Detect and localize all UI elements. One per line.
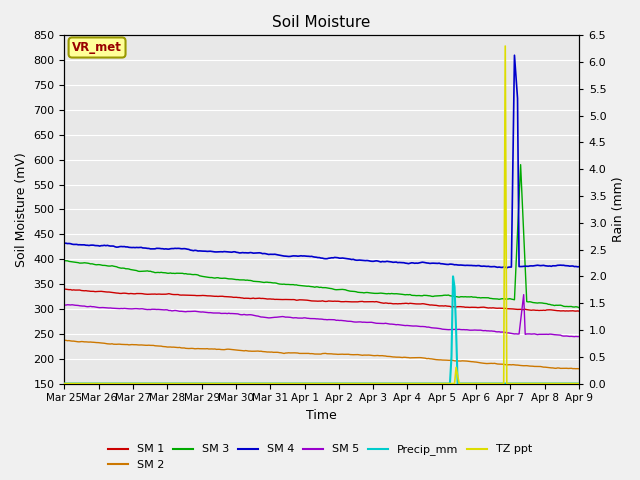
Precip_mm: [349, 381, 357, 386]
SM 3: [575, 305, 583, 311]
Precip_mm: [575, 381, 583, 386]
Legend: SM 1, SM 2, SM 3, SM 4, SM 5, Precip_mm, TZ ppt: SM 1, SM 2, SM 3, SM 4, SM 5, Precip_mm,…: [103, 440, 537, 474]
SM 5: [61, 302, 68, 308]
Precip_mm: [67, 381, 74, 386]
SM 4: [511, 52, 518, 58]
SM 3: [349, 288, 357, 294]
Precip_mm: [174, 381, 182, 386]
Line: SM 5: SM 5: [65, 295, 579, 336]
SM 3: [516, 162, 524, 168]
SM 4: [481, 264, 489, 269]
SM 5: [570, 334, 578, 339]
SM 5: [481, 328, 489, 334]
SM 2: [349, 352, 357, 358]
TZ ppt: [575, 381, 583, 386]
TZ ppt: [61, 381, 68, 386]
SM 5: [488, 328, 495, 334]
Y-axis label: Rain (mm): Rain (mm): [612, 177, 625, 242]
SM 4: [575, 264, 583, 270]
SM 2: [67, 338, 74, 344]
SM 2: [61, 337, 68, 343]
SM 1: [174, 292, 182, 298]
TZ ppt: [501, 43, 509, 49]
SM 5: [214, 310, 222, 316]
Line: SM 1: SM 1: [65, 289, 579, 311]
Precip_mm: [449, 274, 457, 279]
SM 1: [214, 294, 222, 300]
SM 1: [575, 308, 583, 314]
SM 5: [520, 292, 527, 298]
Text: VR_met: VR_met: [72, 41, 122, 54]
SM 2: [488, 360, 495, 366]
SM 4: [61, 240, 68, 246]
Precip_mm: [61, 381, 68, 386]
TZ ppt: [349, 381, 357, 386]
Precip_mm: [483, 381, 491, 386]
SM 1: [61, 286, 68, 292]
Line: SM 2: SM 2: [65, 340, 579, 369]
Line: Precip_mm: Precip_mm: [65, 276, 579, 384]
Line: TZ ppt: TZ ppt: [65, 46, 579, 384]
Precip_mm: [214, 381, 222, 386]
SM 2: [575, 366, 583, 372]
SM 5: [174, 308, 182, 314]
SM 2: [214, 347, 222, 352]
SM 3: [488, 296, 495, 301]
TZ ppt: [481, 381, 489, 386]
SM 3: [214, 275, 222, 281]
SM 3: [481, 295, 489, 300]
SM 4: [503, 265, 511, 271]
SM 5: [575, 334, 583, 339]
Line: SM 3: SM 3: [65, 165, 579, 308]
SM 5: [349, 319, 357, 324]
Precip_mm: [489, 381, 497, 386]
SM 1: [67, 287, 74, 292]
SM 4: [349, 256, 357, 262]
SM 3: [61, 258, 68, 264]
TZ ppt: [67, 381, 74, 386]
SM 5: [67, 302, 74, 308]
SM 1: [349, 299, 357, 305]
TZ ppt: [488, 381, 495, 386]
Line: SM 4: SM 4: [65, 55, 579, 268]
SM 1: [488, 305, 495, 311]
TZ ppt: [174, 381, 182, 386]
SM 2: [481, 360, 489, 366]
X-axis label: Time: Time: [307, 409, 337, 422]
SM 4: [214, 249, 222, 255]
SM 4: [488, 264, 495, 270]
SM 4: [174, 245, 182, 251]
SM 3: [67, 259, 74, 264]
Title: Soil Moisture: Soil Moisture: [273, 15, 371, 30]
SM 4: [67, 241, 74, 247]
SM 3: [174, 270, 182, 276]
SM 1: [481, 304, 489, 310]
SM 2: [174, 345, 182, 350]
Y-axis label: Soil Moisture (mV): Soil Moisture (mV): [15, 152, 28, 267]
TZ ppt: [214, 381, 222, 386]
